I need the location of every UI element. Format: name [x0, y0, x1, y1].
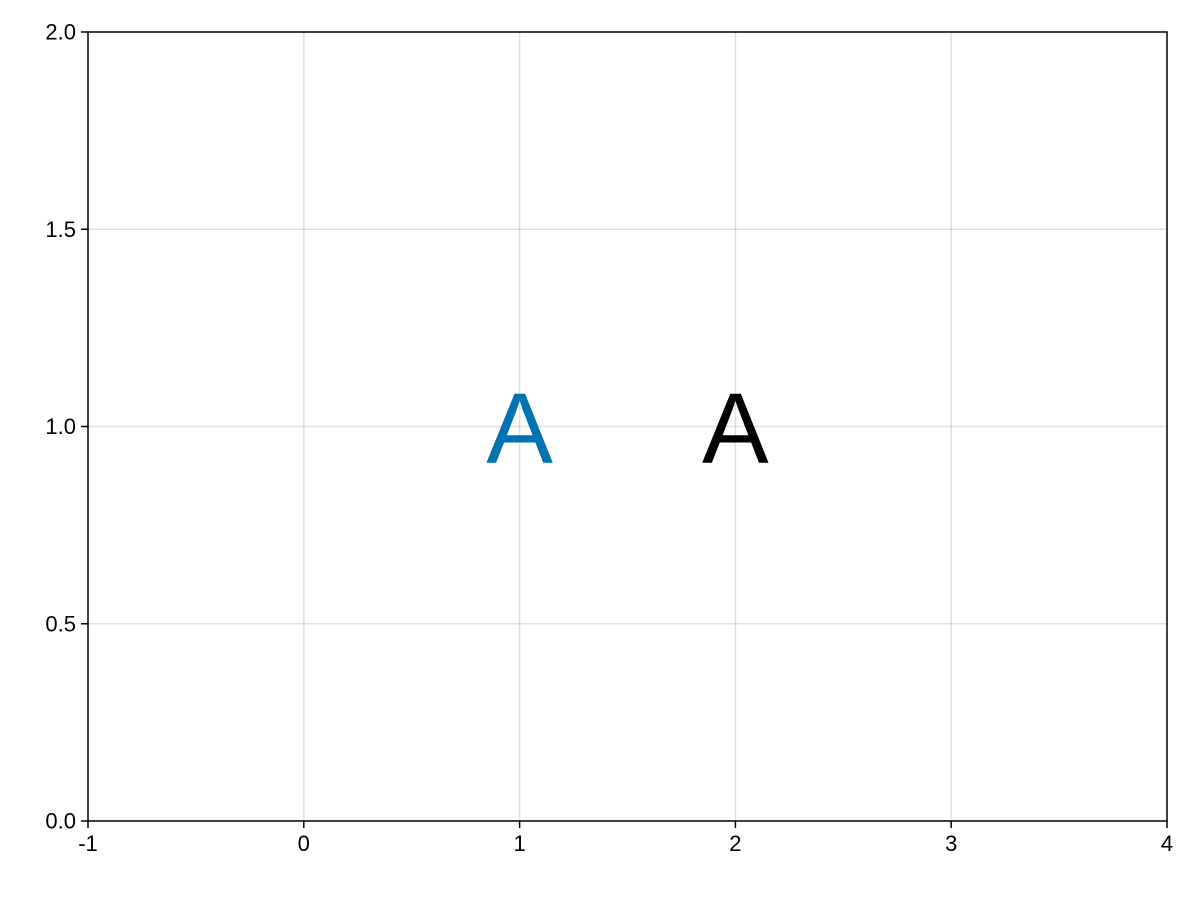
x-tick-label: 2 [729, 831, 741, 856]
y-tick-label: 1.0 [45, 414, 76, 439]
x-tick-label: 3 [945, 831, 957, 856]
x-tick-label: -1 [78, 831, 98, 856]
x-tick-label: 4 [1161, 831, 1173, 856]
y-tick-label: 0.0 [45, 809, 76, 834]
y-tick-label: 2.0 [45, 20, 76, 45]
y-tick-label: 0.5 [45, 611, 76, 636]
y-tick-label: 1.5 [45, 217, 76, 242]
y-axis-ticks: 0.0 0.5 1.0 1.5 2.0 [45, 20, 88, 834]
x-tick-label: 1 [513, 831, 525, 856]
data-point-text-marker: A [486, 373, 553, 485]
x-tick-label: 0 [298, 831, 310, 856]
data-point-text-marker: A [702, 373, 769, 485]
x-axis-ticks: -1 0 1 2 3 4 [78, 821, 1173, 856]
grid-lines [88, 32, 1167, 821]
